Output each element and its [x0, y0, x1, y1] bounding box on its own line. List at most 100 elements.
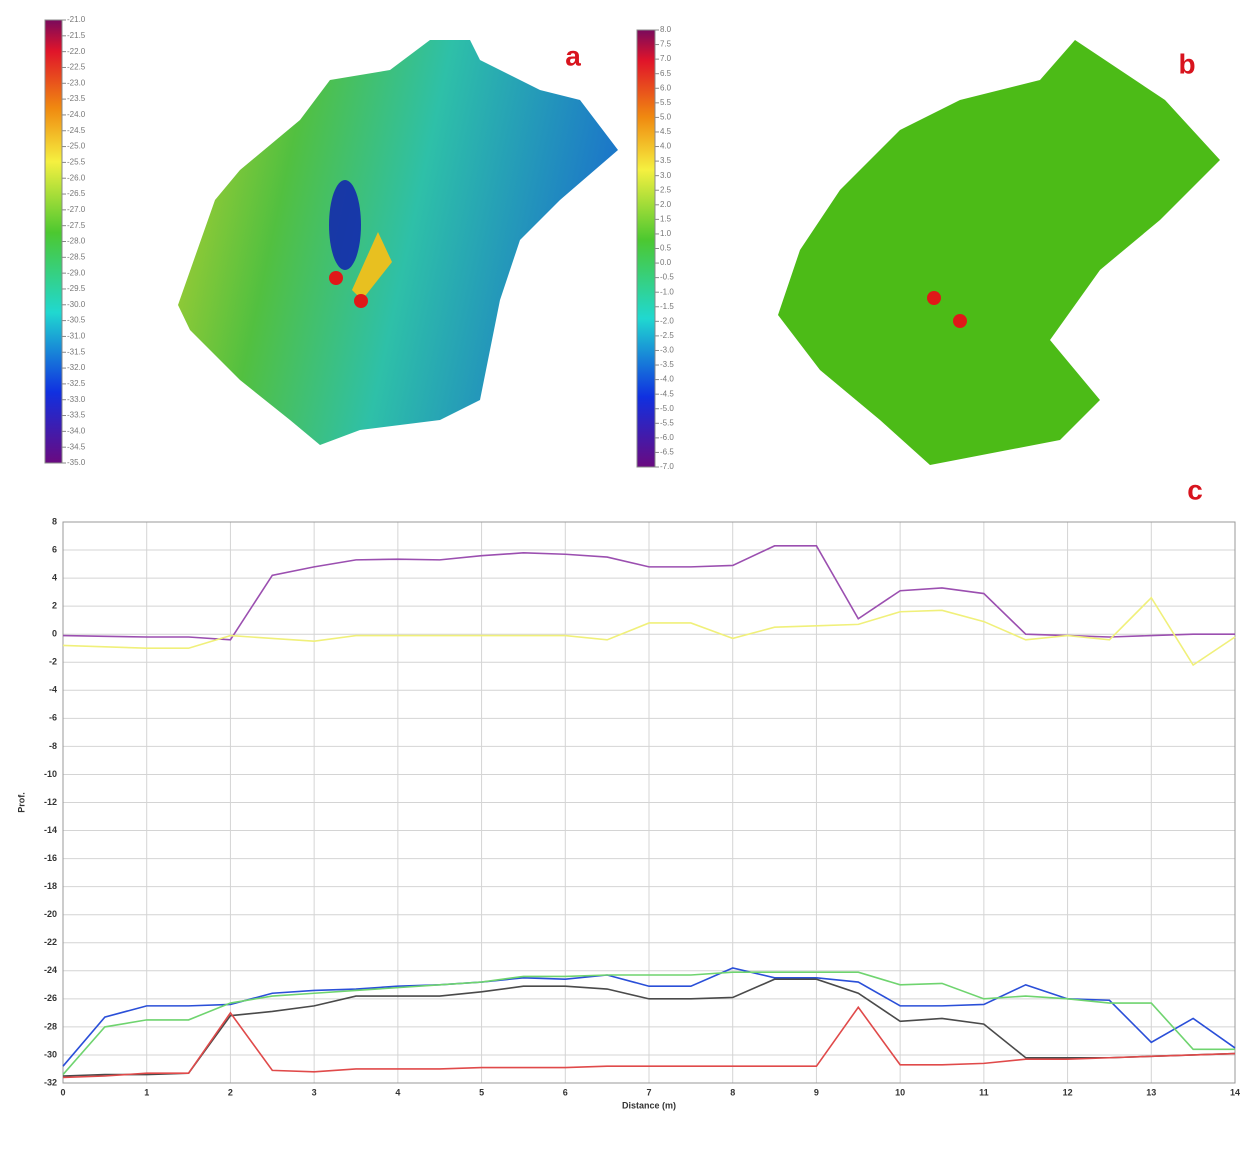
y-tick-label: -20	[44, 909, 57, 919]
colorbar-tick-label: -5.0	[660, 404, 674, 413]
x-tick-label: 7	[646, 1087, 651, 1097]
x-tick-label: 14	[1230, 1087, 1240, 1097]
colorbar	[45, 20, 62, 463]
map-a	[178, 40, 618, 445]
panel-label: c	[1187, 474, 1203, 505]
x-tick-label: 3	[312, 1087, 317, 1097]
x-tick-label: 13	[1146, 1087, 1156, 1097]
colorbar-tick-label: -21.0	[67, 15, 86, 24]
colorbar-tick-label: -27.0	[67, 205, 86, 214]
colorbar-tick-label: 5.5	[660, 98, 672, 107]
colorbar-tick-label: -25.5	[67, 158, 86, 167]
colorbar-tick-label: 1.0	[660, 229, 672, 238]
colorbar-tick-label: -30.5	[67, 316, 86, 325]
y-tick-label: -16	[44, 853, 57, 863]
colorbar-tick-label: -22.5	[67, 63, 86, 72]
x-axis-title: Distance (m)	[622, 1100, 676, 1110]
colorbar-tick-label: 4.0	[660, 142, 672, 151]
x-tick-label: 0	[60, 1087, 65, 1097]
figure: -21.0-21.5-22.0-22.5-23.0-23.5-24.0-24.5…	[0, 0, 1248, 1151]
colorbar-tick-label: -0.5	[660, 273, 674, 282]
colorbar-tick-label: -22.0	[67, 47, 86, 56]
y-tick-label: -14	[44, 825, 57, 835]
x-tick-label: 6	[563, 1087, 568, 1097]
panel-label: a	[565, 40, 581, 71]
colorbar-tick-label: -3.0	[660, 346, 674, 355]
x-tick-label: 4	[395, 1087, 400, 1097]
colorbar-tick-label: 2.0	[660, 200, 672, 209]
colorbar-tick-label: -4.5	[660, 389, 674, 398]
colorbar-tick-label: -33.0	[67, 395, 86, 404]
y-tick-label: -30	[44, 1049, 57, 1059]
y-tick-label: -12	[44, 797, 57, 807]
colorbar-tick-label: -34.5	[67, 442, 86, 451]
colorbar-tick-label: -1.0	[660, 287, 674, 296]
y-tick-label: -6	[49, 713, 57, 723]
colorbar-tick-label: 5.0	[660, 113, 672, 122]
y-tick-label: -28	[44, 1021, 57, 1031]
colorbar-tick-label: 8.0	[660, 25, 672, 34]
x-tick-label: 5	[479, 1087, 484, 1097]
colorbar-tick-label: -35.0	[67, 458, 86, 467]
y-tick-label: -32	[44, 1077, 57, 1087]
x-tick-label: 11	[979, 1087, 989, 1097]
colorbar-tick-label: 6.5	[660, 69, 672, 78]
panel-label: b	[1178, 48, 1195, 79]
colorbar-tick-label: -21.5	[67, 31, 86, 40]
x-tick-label: 10	[895, 1087, 905, 1097]
colorbar-tick-label: -23.0	[67, 78, 86, 87]
colorbar-tick-label: 1.5	[660, 214, 672, 223]
x-tick-label: 8	[730, 1087, 735, 1097]
colorbar-tick-label: -24.5	[67, 126, 86, 135]
colorbar-tick-label: 3.0	[660, 171, 672, 180]
colorbar-tick-label: -23.5	[67, 94, 86, 103]
colorbar-tick-label: -28.0	[67, 237, 86, 246]
y-tick-label: -4	[49, 685, 57, 695]
x-tick-label: 1	[144, 1087, 149, 1097]
y-axis-title: Prof.	[16, 792, 26, 813]
colorbar-tick-label: 6.0	[660, 83, 672, 92]
y-tick-label: 0	[52, 629, 57, 639]
x-tick-label: 2	[228, 1087, 233, 1097]
colorbar-tick-label: 0.5	[660, 244, 672, 253]
y-tick-label: -26	[44, 993, 57, 1003]
y-tick-label: -24	[44, 965, 57, 975]
colorbar-tick-label: -5.5	[660, 418, 674, 427]
colorbar-tick-label: 0.0	[660, 258, 672, 267]
colorbar	[637, 30, 655, 467]
colorbar-tick-label: -7.0	[660, 462, 674, 471]
colorbar-tick-label: 7.0	[660, 54, 672, 63]
y-tick-label: -2	[49, 657, 57, 667]
colorbar-tick-label: -33.5	[67, 411, 86, 420]
colorbar-tick-label: -31.0	[67, 332, 86, 341]
colorbar-tick-label: -2.0	[660, 316, 674, 325]
colorbar-tick-label: -30.0	[67, 300, 86, 309]
y-tick-label: 6	[52, 544, 57, 554]
colorbar-tick-label: 2.5	[660, 185, 672, 194]
colorbar-tick-label: 3.5	[660, 156, 672, 165]
colorbar-tick-label: -24.0	[67, 110, 86, 119]
colorbar-tick-label: -6.0	[660, 433, 674, 442]
colorbar-tick-label: -29.5	[67, 284, 86, 293]
y-tick-label: -22	[44, 937, 57, 947]
y-tick-label: -10	[44, 769, 57, 779]
colorbar-tick-label: -29.0	[67, 268, 86, 277]
colorbar-tick-label: -25.0	[67, 142, 86, 151]
colorbar-tick-label: -26.0	[67, 173, 86, 182]
colorbar-tick-label: -32.0	[67, 363, 86, 372]
colorbar-tick-label: -26.5	[67, 189, 86, 198]
page: -21.0-21.5-22.0-22.5-23.0-23.5-24.0-24.5…	[0, 0, 1248, 1151]
y-tick-label: 8	[52, 516, 57, 526]
colorbar-tick-label: -27.5	[67, 221, 86, 230]
y-tick-label: -18	[44, 881, 57, 891]
x-tick-label: 12	[1063, 1087, 1073, 1097]
x-tick-label: 9	[814, 1087, 819, 1097]
map-b	[778, 40, 1220, 465]
colorbar-tick-label: -6.5	[660, 448, 674, 457]
colorbar-tick-label: -28.5	[67, 252, 86, 261]
colorbar-tick-label: -2.5	[660, 331, 674, 340]
y-tick-label: -8	[49, 741, 57, 751]
y-tick-label: 4	[52, 572, 57, 582]
colorbar-tick-label: -32.5	[67, 379, 86, 388]
colorbar-tick-label: -34.0	[67, 426, 86, 435]
